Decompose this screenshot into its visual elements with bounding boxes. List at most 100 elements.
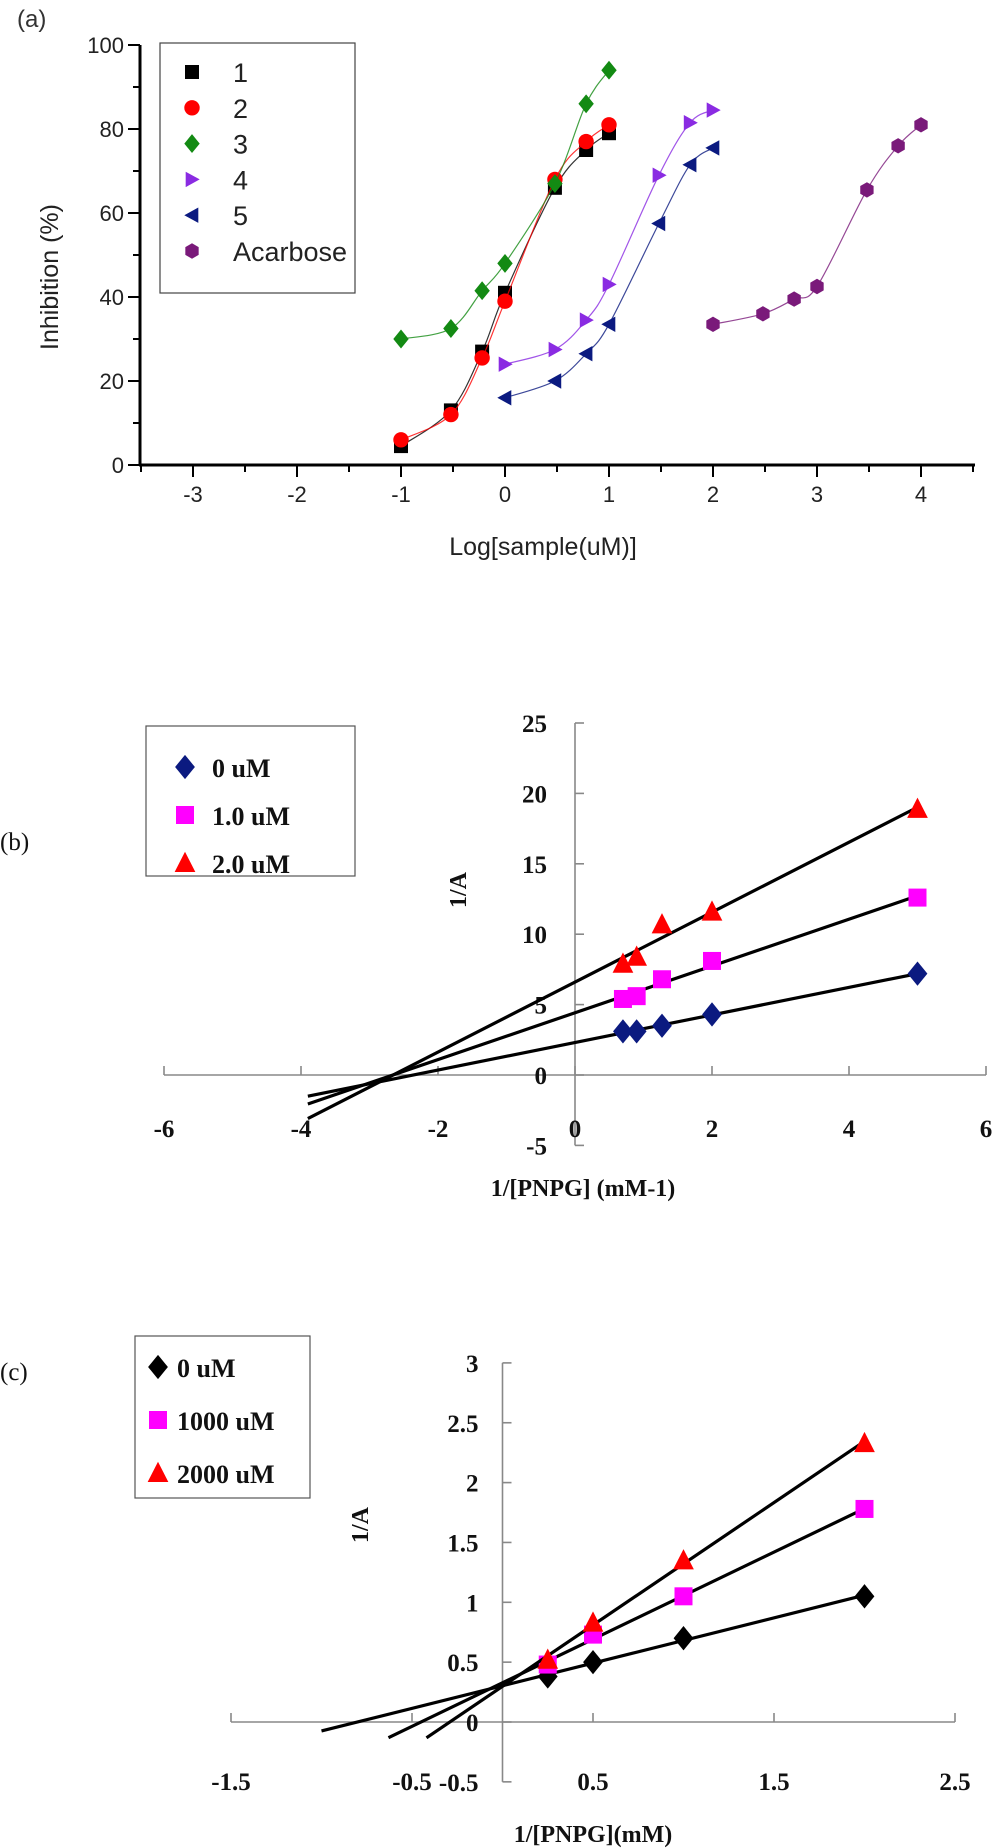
legend-marker	[174, 851, 196, 872]
data-point	[673, 1626, 694, 1651]
data-point	[705, 140, 720, 156]
data-point	[682, 157, 697, 173]
data-point	[627, 987, 646, 1006]
data-point	[702, 1002, 722, 1027]
y-axis-label-a: Inhibition (%)	[36, 204, 64, 350]
fit-curve-2	[400, 124, 610, 441]
data-point	[854, 1584, 875, 1609]
x-tick-label: -0.5	[392, 1769, 432, 1796]
data-point	[547, 373, 562, 389]
data-point	[907, 797, 928, 818]
legend-marker	[175, 754, 195, 780]
y-tick-label: 40	[100, 285, 124, 310]
data-point	[612, 952, 634, 973]
y-tick-label: 20	[100, 369, 124, 394]
panel-label-a: (a)	[17, 6, 46, 33]
data-point	[756, 306, 770, 322]
y-tick-label: -5	[526, 1133, 547, 1160]
x-tick-label: 4	[843, 1116, 856, 1143]
x-axis-label-b: 1/[PNPG] (mM-1)	[491, 1176, 676, 1202]
fit-curve-5	[504, 147, 714, 399]
data-point	[474, 281, 490, 301]
data-point	[602, 276, 617, 293]
data-point	[601, 60, 617, 80]
data-point	[497, 390, 512, 406]
x-tick-label: 3	[811, 482, 823, 507]
x-tick-label: 0.5	[577, 1769, 608, 1796]
y-tick-label: 0.5	[447, 1650, 478, 1677]
legend-marker	[149, 1411, 167, 1429]
y-tick-label: 0	[466, 1710, 479, 1737]
legend-label: 3	[233, 130, 248, 160]
y-tick-label: 80	[100, 117, 124, 142]
data-point	[706, 102, 721, 118]
data-point	[855, 1499, 874, 1518]
legend-b: 0 uM 1.0 uM 2.0 uM	[145, 725, 356, 879]
x-tick-label: -1	[391, 482, 411, 507]
trendline-0-uM	[307, 972, 918, 1098]
y-tick-label: 2	[466, 1471, 479, 1498]
data-point	[583, 1650, 603, 1675]
data-point	[443, 406, 459, 423]
x-tick-label: -3	[183, 482, 203, 507]
x-tick-label: 0	[499, 482, 511, 507]
trendline-1000-uM	[387, 1507, 866, 1740]
trendline-2000-uM	[425, 1439, 866, 1740]
legend-a: 1 2 3 4 5 Acarbose	[159, 42, 356, 294]
data-point	[537, 1664, 558, 1689]
legend-label: 2	[233, 94, 248, 124]
x-tick-label: -2	[428, 1116, 449, 1143]
legend-label: 1	[233, 58, 248, 88]
legend-box	[159, 42, 356, 294]
data-point	[497, 253, 513, 273]
legend-marker	[185, 243, 199, 259]
data-point	[651, 913, 673, 934]
data-point	[652, 1013, 672, 1038]
x-tick-label: 2	[707, 482, 719, 507]
data-point	[652, 970, 671, 989]
x-tick-label: 0	[569, 1116, 582, 1143]
data-point	[601, 117, 617, 133]
y-tick-label: 0	[535, 1063, 548, 1090]
x-tick-label: -6	[154, 1116, 175, 1143]
panel-label-c: (c)	[0, 1359, 28, 1386]
panel-a: (a) Inhibition (%) Log[sample(uM)] 1 2 3 4 5…	[17, 6, 975, 561]
trendline-1.0-uM	[307, 894, 919, 1106]
data-point	[914, 117, 928, 133]
data-point	[498, 356, 513, 372]
y-tick-label: 20	[522, 781, 547, 808]
fit-curve-Acarbose	[712, 124, 922, 325]
data-point	[674, 1587, 693, 1606]
data-point	[810, 278, 824, 295]
legend-label: 2000 uM	[177, 1460, 275, 1489]
y-axis-label-c: 1/A	[348, 1506, 374, 1543]
legend-label: 4	[233, 165, 248, 195]
x-tick-label: 4	[915, 482, 927, 507]
legend-marker	[147, 1461, 169, 1482]
x-tick-label: -1.5	[211, 1769, 251, 1796]
data-point	[860, 182, 874, 198]
trendline-2.0-uM	[307, 805, 919, 1120]
y-tick-label: 10	[522, 922, 547, 949]
data-point	[393, 432, 409, 448]
data-point	[497, 293, 513, 309]
legend-label: 1000 uM	[177, 1407, 275, 1436]
legend-marker	[176, 806, 194, 824]
legend-label: 0 uM	[212, 754, 271, 783]
y-tick-label: 3	[466, 1351, 479, 1378]
data-point	[613, 1019, 633, 1044]
data-point	[626, 945, 647, 966]
legend-marker	[184, 134, 200, 154]
data-point	[443, 319, 459, 338]
legend-marker	[184, 207, 199, 223]
data-point	[706, 316, 720, 332]
data-point	[548, 341, 563, 358]
x-tick-label: 1.5	[758, 1769, 789, 1796]
data-point	[626, 1019, 647, 1044]
data-point	[547, 174, 563, 194]
panel-label-b: (b)	[0, 829, 29, 856]
data-point	[787, 291, 801, 307]
data-point	[578, 94, 594, 114]
y-tick-label: 1.5	[447, 1530, 478, 1557]
